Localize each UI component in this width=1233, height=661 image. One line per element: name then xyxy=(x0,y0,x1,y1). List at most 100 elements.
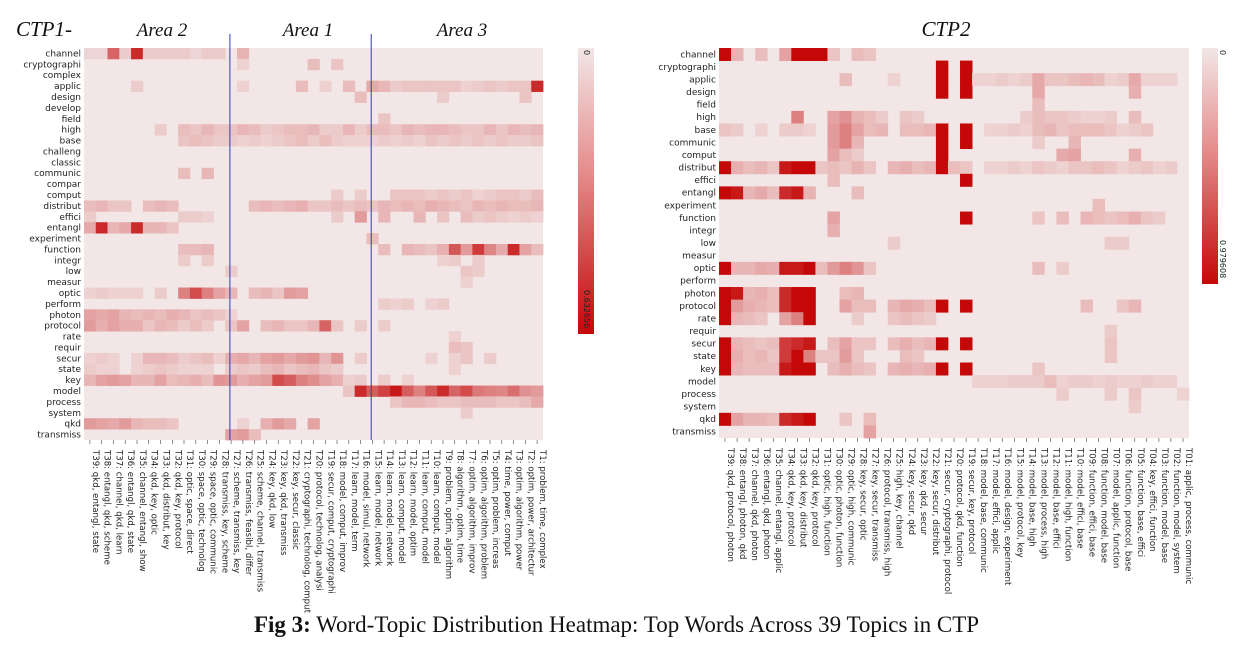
ctp1-cell xyxy=(225,135,238,147)
ctp1-cell xyxy=(248,124,261,136)
ctp1-cell xyxy=(189,211,203,223)
ctp1-cell xyxy=(413,189,426,201)
ctp2-cell xyxy=(839,136,852,150)
ctp2-cell xyxy=(923,161,937,175)
ctp1-col-label: T8: algorithm, optim, time xyxy=(455,449,465,563)
ctp1-cell xyxy=(178,287,191,299)
ctp1-cell xyxy=(390,124,403,136)
ctp1-cell xyxy=(107,352,120,365)
ctp1-cell xyxy=(225,320,238,332)
ctp1-cell xyxy=(472,135,485,147)
ctp1-cell xyxy=(272,374,285,386)
ctp1-cell xyxy=(531,211,544,223)
ctp2-row-label: integr xyxy=(689,226,716,236)
ctp2-cell xyxy=(1140,375,1154,389)
ctp2-col-label: T05: function, base, effici xyxy=(1135,447,1145,557)
ctp2-cell xyxy=(755,299,768,313)
ctp1-cell xyxy=(237,124,250,136)
ctp1-cell xyxy=(390,385,403,397)
ctp1-col-label: T28: transmiss, key, scheme xyxy=(219,449,229,573)
ctp1-cell xyxy=(448,200,462,212)
ctp2-cell xyxy=(791,123,804,137)
ctp1-cell xyxy=(154,374,167,386)
ctp1-cell xyxy=(166,222,179,234)
ctp1-cell xyxy=(460,385,473,397)
ctp2-cell xyxy=(767,186,780,200)
ctp1-cell xyxy=(437,200,450,212)
ctp1-cell xyxy=(413,135,426,147)
ctp1-cell xyxy=(460,189,473,201)
ctp1-cell xyxy=(495,189,509,201)
ctp2-row-label: photon xyxy=(684,289,716,299)
ctp1-cell xyxy=(366,385,379,397)
ctp1-cell xyxy=(178,352,191,365)
ctp1-cell xyxy=(507,80,520,92)
ctp1-cell xyxy=(472,80,485,92)
ctp2-cell xyxy=(779,287,792,301)
ctp2-cell xyxy=(839,287,852,301)
ctp2-cell xyxy=(851,48,865,61)
ctp2-row-label: system xyxy=(683,403,716,413)
ctp2-cell xyxy=(779,312,792,326)
ctp2-col-label: T32: qkd, key, protocol xyxy=(809,447,819,547)
ctp1-row-label: applic xyxy=(54,82,81,92)
ctp1-cell xyxy=(248,374,261,386)
ctp1-cell xyxy=(519,200,532,212)
ctp2-cell xyxy=(1092,198,1106,212)
ctp2-row-label: requir xyxy=(689,327,716,337)
ctp1-cell xyxy=(272,352,285,365)
ctp1-cell xyxy=(189,287,203,299)
ctp1-cell xyxy=(495,396,509,408)
ctp1-cell xyxy=(460,265,473,278)
ctp1-cell xyxy=(331,58,344,71)
caption-text: Word-Topic Distribution Heatmap: Top Wor… xyxy=(316,612,980,637)
ctp2-cell xyxy=(743,186,756,200)
ctp1-cell xyxy=(507,189,520,201)
ctp1-cell xyxy=(425,80,438,92)
ctp1-col-label: T1: problem, time, complex xyxy=(537,449,547,569)
ctp1-col-label: T7: optim, algorithm, improv xyxy=(467,449,477,574)
ctp1-cell xyxy=(531,385,544,397)
ctp1-cell xyxy=(284,124,297,136)
ctp2-row-label: experiment xyxy=(664,201,716,211)
ctp2-cell xyxy=(984,375,997,389)
ctp1-cell xyxy=(437,124,450,136)
ctp2-cell xyxy=(1056,387,1069,401)
ctp2-cell xyxy=(923,312,937,326)
ctp2-cell xyxy=(1128,73,1142,87)
ctp1-cell xyxy=(378,211,391,223)
ctp2-cell xyxy=(1164,73,1178,87)
ctp2-cell xyxy=(743,261,756,275)
ctp1-cell xyxy=(507,200,520,212)
ctp2-cell xyxy=(1020,375,1033,389)
ctp2-cell xyxy=(767,287,780,301)
ctp1-cell xyxy=(507,396,520,408)
ctp2-cell xyxy=(779,412,792,426)
ctp2-cell xyxy=(1044,110,1057,124)
ctp2-cell xyxy=(960,136,973,150)
ctp2-cell xyxy=(1104,236,1118,250)
ctp1-row-label: cryptographi xyxy=(23,60,81,70)
ctp2-cell xyxy=(1152,211,1166,225)
ctp1-cell xyxy=(84,211,97,223)
ctp1-cell xyxy=(472,211,485,223)
ctp1-cell xyxy=(225,287,238,299)
ctp2-cell xyxy=(935,362,949,376)
ctp1-col-label: T37: channel, qkd, learn xyxy=(113,449,123,554)
ctp2-cell xyxy=(839,148,852,162)
ctp1-cell xyxy=(166,352,179,365)
ctp1-row-label: measur xyxy=(47,278,81,288)
ctp1-cell xyxy=(425,298,438,310)
area-1-label: Area 1 xyxy=(281,20,333,41)
ctp1-cell xyxy=(472,200,485,212)
ctp2-row-label: function xyxy=(679,214,716,224)
ctp1-cell xyxy=(307,352,320,365)
ctp2-cell xyxy=(1116,161,1130,175)
ctp2-cell xyxy=(1056,73,1069,87)
ctp2-cell xyxy=(996,73,1009,87)
ctp1-cell xyxy=(437,211,450,223)
ctp1-cell xyxy=(354,189,367,201)
ctp1-heatmap: CTP1- Area 2 Area 1 Area 3 channelcrypto… xyxy=(16,17,594,614)
ctp1-cell xyxy=(472,244,485,256)
ctp2-cell xyxy=(863,412,877,426)
